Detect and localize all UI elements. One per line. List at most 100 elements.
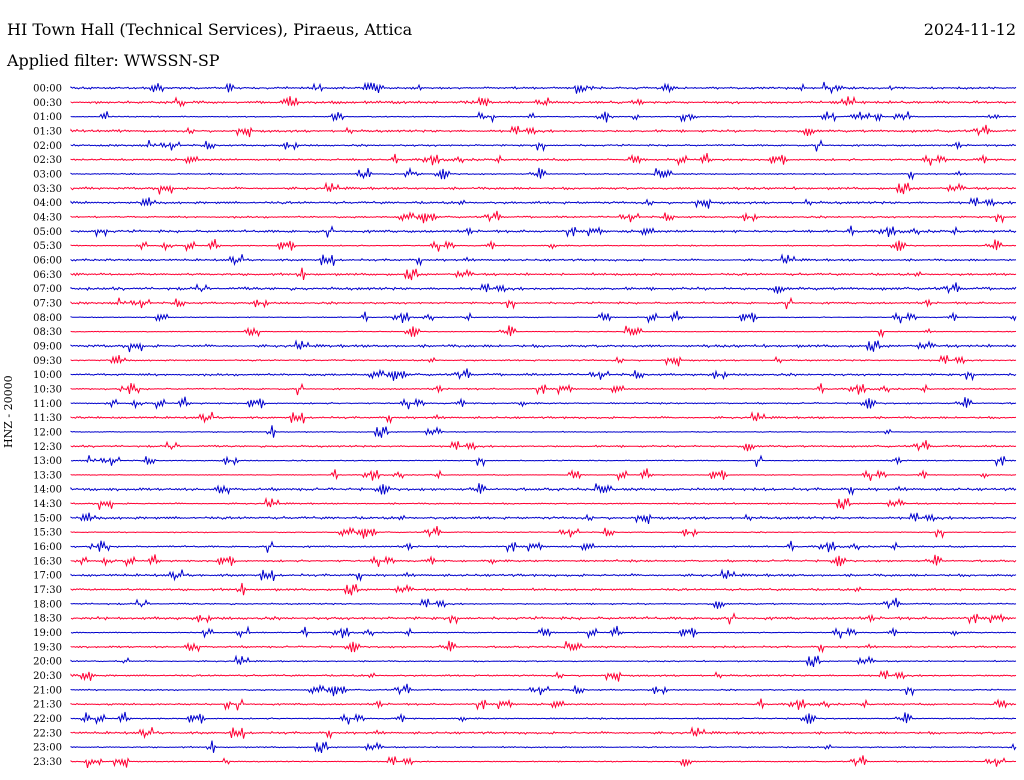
seismic-trace [70,139,1017,153]
row-time-label: 09:00 [33,341,62,352]
seismic-trace [70,483,1017,496]
row-time-label: 20:00 [33,657,62,668]
seismic-trace [70,296,1017,310]
seismic-trace [70,354,1017,367]
row-time-label: 01:30 [33,126,62,137]
seismic-trace [70,124,1017,138]
row-time-label: 04:30 [33,212,62,223]
seismic-trace [70,339,1017,353]
row-time-label: 05:00 [33,227,62,238]
row-time-label: 19:30 [33,642,62,653]
station-title: HI Town Hall (Technical Services), Pirae… [7,20,413,39]
row-time-label: 21:00 [33,685,62,696]
row-time-label: 07:00 [33,284,62,295]
row-time-label: 03:30 [33,184,62,195]
row-time-label: 18:30 [33,614,62,625]
row-time-label: 12:00 [33,427,62,438]
row-time-label: 06:30 [33,270,62,281]
row-time-label: 13:00 [33,456,62,467]
filter-label: Applied filter: WWSSN-SP [7,51,220,70]
row-time-label: 16:00 [33,542,62,553]
row-time-label: 14:30 [33,499,62,510]
row-time-label: 08:30 [33,327,62,338]
row-time-label: 07:30 [33,298,62,309]
row-time-label: 10:00 [33,370,62,381]
row-time-label: 00:00 [33,84,62,95]
row-time-label: 00:30 [33,98,62,109]
seismic-trace [70,670,1017,682]
row-time-label: 09:30 [33,356,62,367]
row-time-label: 04:00 [33,198,62,209]
row-time-label: 11:30 [33,413,62,424]
row-time-label: 02:30 [33,155,62,166]
row-time-label: 22:30 [33,728,62,739]
seismic-trace [70,525,1017,539]
seismic-trace [70,310,1017,324]
row-time-label: 03:00 [33,169,62,180]
date-label: 2024-11-12 [923,20,1016,39]
row-time-label: 05:30 [33,241,62,252]
seismic-trace [70,440,1017,452]
seismic-trace [70,625,1017,640]
seismic-trace [70,368,1017,382]
row-time-label: 12:30 [33,442,62,453]
seismic-trace [70,267,1017,281]
row-time-label: 14:00 [33,485,62,496]
row-time-label: 22:00 [33,714,62,725]
row-time-label: 18:00 [33,599,62,610]
seismic-trace [70,81,1017,95]
seismic-trace [70,95,1017,108]
row-time-label: 23:30 [33,757,62,768]
seismic-trace [70,726,1017,740]
row-time-label: 20:30 [33,671,62,682]
seismic-trace [70,382,1017,396]
seismic-trace [70,512,1017,524]
row-time-label: 15:00 [33,513,62,524]
seismic-trace [70,225,1017,238]
seismic-trace [70,166,1017,181]
seismic-trace [70,197,1017,209]
seismic-trace [70,396,1017,410]
row-time-label: 06:00 [33,255,62,266]
row-time-label: 10:30 [33,384,62,395]
seismic-trace [70,654,1017,668]
row-time-label: 13:30 [33,470,62,481]
row-time-label: 21:30 [33,700,62,711]
row-time-label: 19:00 [33,628,62,639]
row-time-label: 02:00 [33,141,62,152]
row-time-label: 16:30 [33,556,62,567]
seismic-trace [70,683,1017,697]
seismic-trace [70,597,1017,610]
row-time-label: 01:00 [33,112,62,123]
seismic-trace [70,740,1017,754]
seismic-trace [70,210,1017,224]
seismic-trace [70,410,1017,425]
seismic-trace [70,253,1017,267]
seismic-trace [70,454,1017,468]
seismic-trace [70,282,1017,295]
row-time-label: 23:00 [33,743,62,754]
row-time-label: 15:30 [33,528,62,539]
seismic-trace [70,612,1017,625]
seismic-trace [70,540,1017,553]
seismic-trace [70,554,1017,568]
seismic-trace [70,425,1017,438]
seismic-trace [70,181,1017,195]
row-time-label: 11:00 [33,399,62,410]
seismic-trace [70,153,1017,167]
seismic-trace [70,468,1017,482]
seismic-trace [70,325,1017,339]
row-time-label: 17:00 [33,571,62,582]
seismic-trace [70,698,1017,711]
seismic-trace [70,711,1016,725]
seismic-trace [70,496,1017,510]
row-time-label: 17:30 [33,585,62,596]
seismic-trace [70,755,1017,769]
seismic-trace [70,110,1017,124]
seismic-trace [70,239,1017,253]
seismic-trace [70,582,1017,596]
seismic-trace [70,568,1017,582]
seismic-trace [70,640,1017,654]
row-time-label: 08:00 [33,313,62,324]
